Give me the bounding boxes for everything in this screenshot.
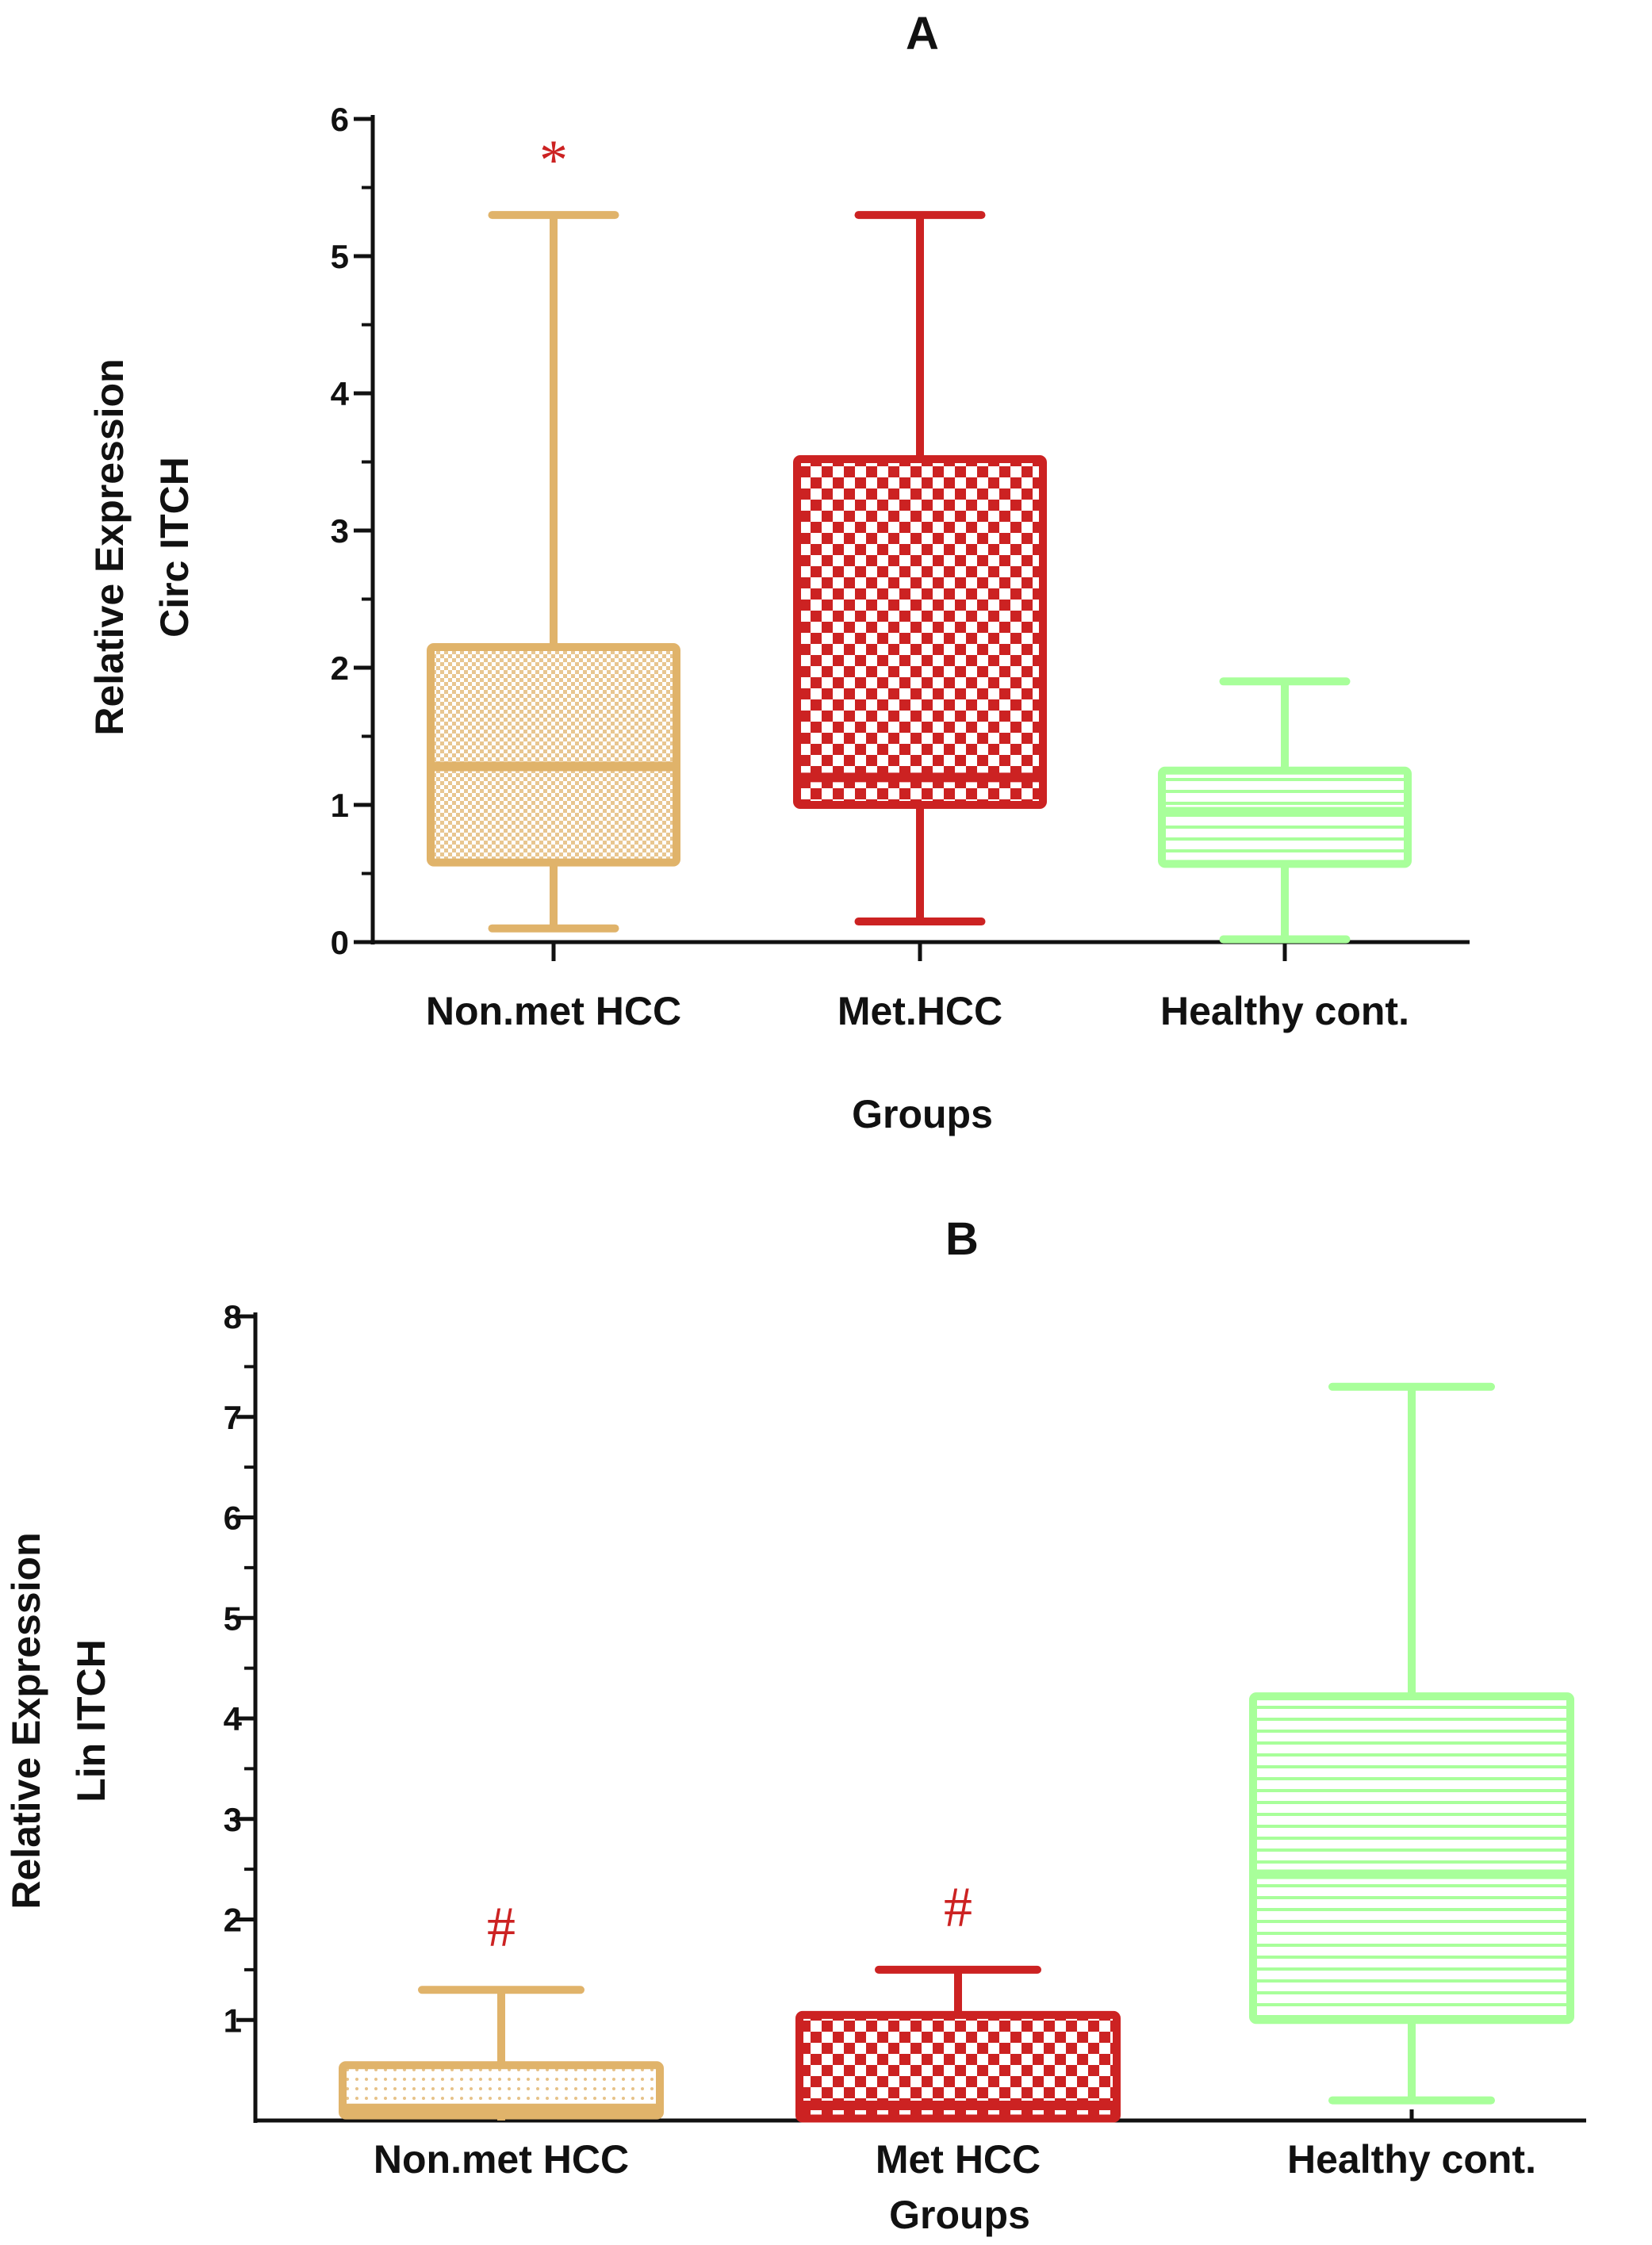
- box-2: [793, 211, 1047, 926]
- y-tick-label: 2: [224, 1902, 242, 1939]
- iqr-box: [339, 2061, 664, 2120]
- panel-a-x-axis: [371, 940, 1470, 961]
- y-tick-label: 3: [331, 512, 349, 550]
- iqr-box: [1158, 766, 1412, 868]
- panel-b-y-axis-title: Relative Expression Lin ITCH: [4, 1532, 113, 1909]
- panel-b-y-axis-title-line-2: Lin ITCH: [69, 1639, 113, 1803]
- panel-b-title: B: [945, 1213, 979, 1265]
- panel-a-title: A: [906, 8, 939, 59]
- iqr-box: [793, 455, 1047, 809]
- y-tick-label: 0: [331, 924, 349, 961]
- y-tick-label: 1: [331, 787, 349, 824]
- significance-marker: *: [539, 128, 568, 192]
- x-category-label: Met HCC: [876, 2137, 1041, 2182]
- y-tick-label: 1: [224, 2002, 242, 2039]
- y-tick-label: 5: [224, 1599, 242, 1637]
- x-category-label: Healthy cont.: [1160, 989, 1409, 1033]
- y-tick-label: 6: [224, 1500, 242, 1537]
- y-tick-label: 4: [331, 375, 350, 412]
- panel-a-y-axis: 0 1 2 3 4 5 6: [331, 101, 375, 961]
- panel-a-y-axis-title: Relative Expression Circ ITCH: [87, 358, 197, 735]
- panel-a-y-axis-title-line-2: Circ ITCH: [152, 457, 197, 638]
- y-tick-label: 7: [224, 1399, 242, 1436]
- significance-marker: #: [487, 1895, 516, 1959]
- panel-a-y-axis-title-line-1: Relative Expression: [87, 358, 132, 735]
- y-tick-label: 4: [224, 1700, 243, 1737]
- y-tick-label: 8: [224, 1298, 242, 1335]
- panel-a: A Relative Expression Circ ITCH 0123456 …: [87, 8, 1470, 1136]
- panel-a-x-axis-title: Groups: [852, 1092, 993, 1136]
- panel-a-category-labels: Non.met HCC Met.HCC Healthy cont.: [426, 989, 1409, 1033]
- box-1: *: [427, 128, 680, 933]
- panel-b-x-axis-title: Groups: [889, 2193, 1030, 2237]
- panel-b: B Relative Expression Lin ITCH 12345678 …: [4, 1213, 1586, 2237]
- y-tick-label: 5: [331, 238, 349, 275]
- y-tick-label: 3: [224, 1801, 242, 1838]
- x-category-label: Non.met HCC: [374, 2137, 629, 2182]
- x-category-label: Healthy cont.: [1287, 2137, 1536, 2182]
- panel-b-category-labels: Non.met HCC Met HCC Healthy cont.: [374, 2137, 1536, 2182]
- iqr-box: [427, 643, 680, 867]
- panel-b-y-axis-title-line-1: Relative Expression: [4, 1532, 48, 1909]
- x-category-label: Met.HCC: [837, 989, 1002, 1033]
- panel-b-y-axis: 1 2 3 4 5 6 7 8: [224, 1298, 258, 2123]
- box-3: [1249, 1382, 1574, 2105]
- box-1: #: [339, 1895, 664, 2120]
- panel-b-boxes: # #: [339, 1382, 1574, 2123]
- panel-a-boxes: *: [427, 128, 1412, 944]
- y-tick-label: 2: [331, 649, 349, 687]
- box-3: [1158, 677, 1412, 944]
- iqr-box: [795, 2010, 1121, 2123]
- y-tick-label: 6: [331, 101, 349, 138]
- iqr-box: [1249, 1692, 1574, 2025]
- box-2: #: [795, 1875, 1121, 2123]
- significance-marker: #: [944, 1875, 972, 1939]
- x-category-label: Non.met HCC: [426, 989, 681, 1033]
